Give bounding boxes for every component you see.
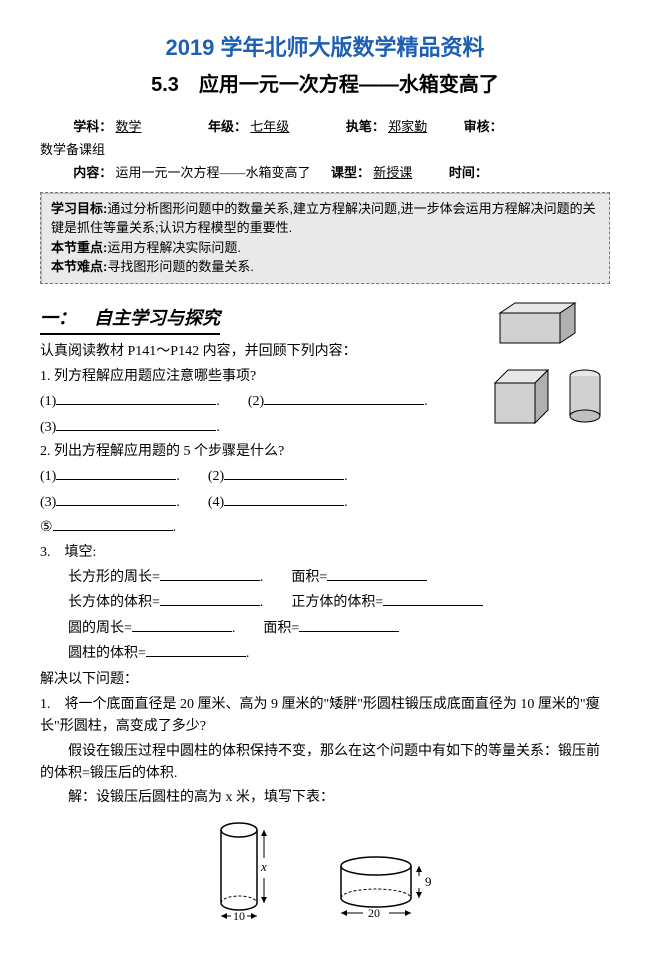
meta-row-2: 数学备课组 [40, 140, 610, 161]
meta-row-1: 学科： 数学 年级： 七年级 执笔： 郑家勤 审核： [40, 117, 610, 138]
height-9-label: 9 [425, 874, 432, 889]
grade-value: 七年级 [250, 119, 289, 134]
meta-row-3: 内容： 运用一元一次方程——水箱变高了 课型： 新授课 时间： [40, 163, 610, 184]
problem-sol: 解：设锻压后圆柱的高为 x 米，填写下表： [40, 787, 610, 809]
main-title: 2019 学年北师大版数学精品资料 [40, 30, 610, 65]
problem-1: 1. 将一个底面直径是 20 厘米、高为 9 厘米的"矮胖"形圆柱锻压成底面直径… [40, 694, 610, 739]
writer-value: 郑家勤 [388, 119, 427, 134]
tall-cylinder-icon: x 10 [199, 818, 289, 928]
diff-text: 寻找图形问题的数量关系. [107, 259, 254, 274]
cube-cylinder-icon [490, 358, 610, 428]
fill-a: 长方形的周长=. 面积= [40, 566, 610, 589]
fill-b: 长方体的体积=. 正方体的体积= [40, 591, 610, 614]
review-label: 审核： [464, 119, 503, 134]
q2-blanks: (1). (2). [40, 465, 610, 488]
goal-label: 学习目标: [51, 201, 107, 216]
q2-blanks-2: (3). (4). [40, 491, 610, 514]
q3: 3. 填空: [40, 542, 610, 564]
time-label: 时间： [449, 165, 488, 180]
sub-title: 5.3 应用一元一次方程——水箱变高了 [40, 69, 610, 101]
cylinder-diagram: x 10 9 20 [40, 818, 610, 928]
subject-label: 学科： [73, 119, 112, 134]
content-label: 内容： [73, 165, 112, 180]
problem-rel: 假设在锻压过程中圆柱的体积保持不变，那么在这个问题中有如下的等量关系：锻压前的体… [40, 741, 610, 786]
width-10-label: 10 [233, 909, 245, 923]
height-x-label: x [260, 859, 267, 874]
q2: 2. 列出方程解应用题的 5 个步骤是什么? [40, 441, 610, 463]
focus-text: 运用方程解决实际问题. [107, 240, 241, 255]
q2-blanks-3: ⑤. [40, 516, 610, 539]
writer-label: 执笔： [346, 119, 385, 134]
grade-label: 年级： [208, 119, 247, 134]
focus-label: 本节重点: [51, 240, 107, 255]
type-value: 新授课 [373, 165, 412, 180]
width-20-label: 20 [368, 906, 380, 920]
section-heading: 一： 自主学习与探究 [40, 304, 220, 336]
goal-text: 通过分析图形问题中的数量关系,建立方程解决问题,进一步体会运用方程解决问题的关键… [51, 201, 596, 236]
cuboid-icon [490, 298, 590, 348]
fill-d: 圆柱的体积=. [40, 642, 610, 665]
shapes-sidebar [490, 298, 610, 438]
short-cylinder-icon: 9 20 [321, 848, 451, 928]
type-label: 课型： [331, 165, 370, 180]
subject-value: 数学 [116, 119, 142, 134]
diff-label: 本节难点: [51, 259, 107, 274]
objective-box: 学习目标:通过分析图形问题中的数量关系,建立方程解决问题,进一步体会运用方程解决… [40, 192, 610, 284]
content-value: 运用一元一次方程——水箱变高了 [116, 165, 311, 180]
fill-c: 圆的周长=. 面积= [40, 617, 610, 640]
solve-heading: 解决以下问题： [40, 669, 610, 691]
